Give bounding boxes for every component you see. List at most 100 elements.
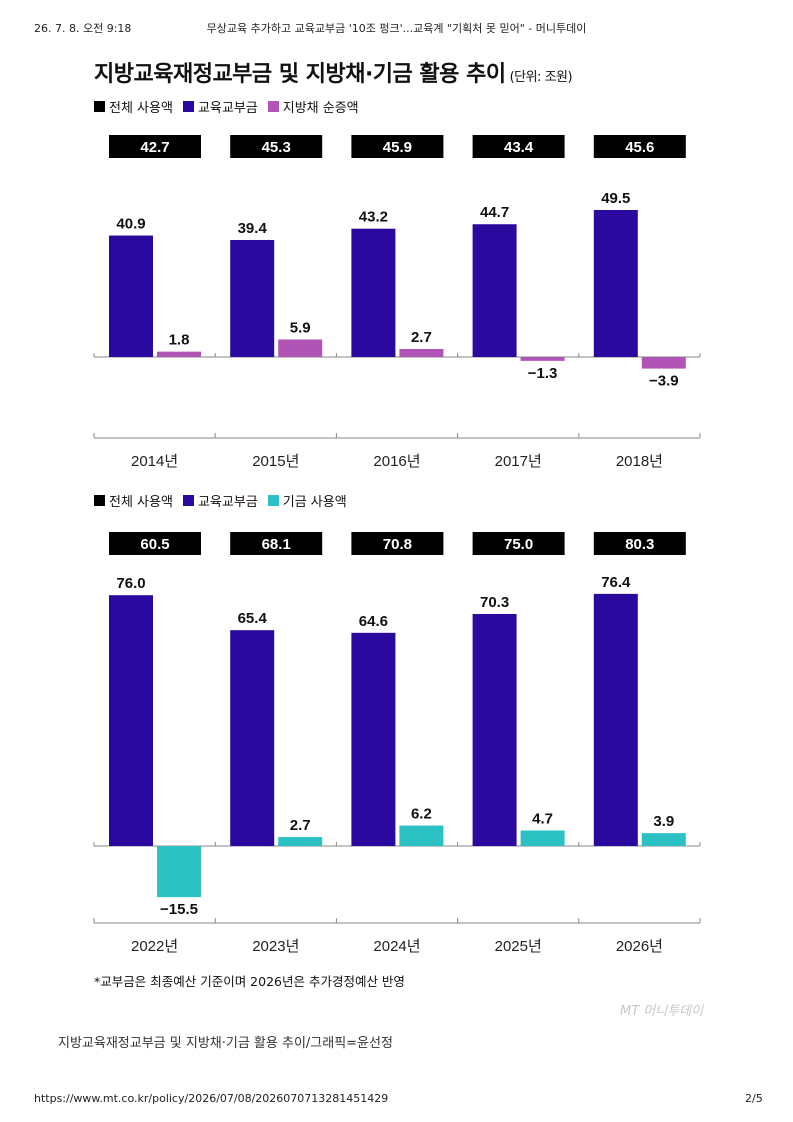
secondary-bar	[520, 830, 565, 846]
total-value-label: 75.0	[504, 536, 533, 553]
legend-item: 기금 사용액	[267, 491, 347, 510]
legend-swatch-grant	[182, 495, 194, 506]
grant-value-label: 40.9	[116, 216, 145, 233]
footer-url: https://www.mt.co.kr/policy/2026/07/08/2…	[34, 1092, 389, 1105]
legend-item: 지방채 순증액	[267, 97, 359, 116]
category-tick-label: 2016년	[373, 453, 420, 470]
grant-value-label: 76.0	[116, 575, 145, 592]
secondary-value-label: 1.8	[169, 332, 190, 349]
total-value-box	[230, 532, 323, 555]
footer-page-number: 2/5	[745, 1092, 763, 1105]
secondary-bar	[157, 351, 201, 357]
secondary-value-label: −1.3	[528, 365, 558, 382]
grant-value-label: 39.4	[238, 220, 268, 237]
grant-bar	[230, 239, 275, 357]
chart-title: 지방교육재정교부금 및 지방채·기금 활용 추이 (단위: 조원)	[94, 56, 573, 88]
legend-top: 전체 사용액 교육교부금 지방채 순증액	[94, 97, 359, 116]
category-tick-label: 2018년	[616, 453, 663, 470]
print-date: 26. 7. 8. 오전 9:18	[34, 22, 132, 35]
figure-caption: 지방교육재정교부금 및 지방채·기금 활용 추이/그래픽=윤선정	[58, 1036, 393, 1051]
legend-item: 전체 사용액	[94, 491, 173, 510]
legend-label: 교육교부금	[197, 101, 258, 116]
category-tick-label: 2022년	[131, 938, 178, 955]
grant-bar	[109, 235, 153, 357]
category-tick-label: 2023년	[252, 938, 299, 955]
total-value-label: 45.9	[383, 139, 412, 156]
legend-swatch-fund	[267, 495, 279, 506]
grant-bar	[230, 630, 275, 846]
category-tick-label: 2025년	[495, 938, 542, 955]
secondary-value-label: 2.7	[411, 329, 432, 346]
total-value-label: 45.6	[625, 139, 654, 156]
legend-bottom: 전체 사용액 교육교부금 기금 사용액	[94, 491, 347, 510]
watermark-logo: MT 머니투데이	[620, 1004, 704, 1019]
legend-label: 교육교부금	[197, 495, 258, 510]
secondary-value-label: −3.9	[649, 373, 679, 390]
category-tick-label: 2026년	[616, 938, 663, 955]
footnote: *교부금은 최종예산 기준이며 2026년은 추가경정예산 반영	[94, 974, 405, 989]
total-value-box	[472, 135, 565, 158]
secondary-bar	[157, 846, 201, 898]
print-page-title: 무상교육 추가하고 교육교부금 '10조 펑크'...교육계 "기획처 못 믿어…	[206, 22, 587, 35]
grant-value-label: 64.6	[359, 613, 388, 630]
grant-bar	[472, 224, 517, 357]
grant-bar	[593, 593, 638, 846]
total-value-label: 70.8	[383, 536, 412, 553]
category-tick-label: 2014년	[131, 453, 178, 470]
secondary-bar	[278, 837, 323, 846]
secondary-bar	[278, 339, 323, 357]
secondary-value-label: 5.9	[290, 319, 311, 336]
chart-top: 42.7 40.9 1.8 2014년 45.3 39.4 5.9 2015년 45.9 43.2…	[93, 135, 701, 470]
total-value-label: 42.7	[140, 139, 169, 156]
chart-title-text: 지방교육재정교부금 및 지방채·기금 활용 추이	[94, 62, 506, 87]
total-value-label: 60.5	[140, 536, 169, 553]
secondary-value-label: −15.5	[160, 901, 198, 918]
total-value-label: 43.4	[504, 139, 534, 156]
legend-item: 교육교부금	[182, 97, 258, 116]
grant-value-label: 76.4	[601, 574, 631, 591]
secondary-bar	[641, 357, 686, 369]
total-value-box	[109, 135, 201, 158]
chart-unit: (단위: 조원)	[509, 70, 573, 85]
total-value-box	[230, 135, 323, 158]
category-tick-label: 2017년	[495, 453, 542, 470]
grant-value-label: 70.3	[480, 594, 509, 611]
secondary-bar	[520, 357, 565, 361]
grant-value-label: 44.7	[480, 204, 509, 221]
grant-bar	[472, 614, 517, 846]
legend-item: 교육교부금	[182, 491, 258, 510]
legend-item: 전체 사용액	[94, 97, 173, 116]
legend-swatch-total	[94, 495, 105, 506]
total-value-label: 68.1	[262, 536, 291, 553]
category-tick-label: 2024년	[373, 938, 420, 955]
secondary-bar	[641, 833, 686, 846]
total-value-box	[351, 135, 444, 158]
grant-value-label: 43.2	[359, 209, 388, 226]
grant-value-label: 49.5	[601, 190, 630, 207]
secondary-value-label: 4.7	[532, 810, 553, 827]
secondary-value-label: 2.7	[290, 817, 311, 834]
legend-label: 기금 사용액	[282, 495, 347, 510]
secondary-value-label: 6.2	[411, 806, 432, 823]
secondary-bar	[399, 348, 444, 357]
total-value-label: 80.3	[625, 536, 654, 553]
legend-swatch-total	[94, 101, 105, 112]
grant-bar	[593, 209, 638, 357]
secondary-value-label: 3.9	[653, 813, 674, 830]
legend-swatch-grant	[182, 101, 194, 112]
total-value-box	[472, 532, 565, 555]
grant-bar	[351, 228, 396, 357]
total-value-label: 45.3	[262, 139, 291, 156]
legend-label: 전체 사용액	[109, 495, 173, 510]
chart-bottom: 60.5 76.0 −15.5 2022년 68.1 65.4 2.7 2023년 70.8 64…	[93, 532, 701, 955]
total-value-box	[593, 135, 686, 158]
total-value-box	[109, 532, 201, 555]
total-value-box	[593, 532, 686, 555]
grant-value-label: 65.4	[238, 610, 268, 627]
grant-bar	[351, 632, 396, 846]
legend-label: 전체 사용액	[109, 101, 173, 116]
total-value-box	[351, 532, 444, 555]
secondary-bar	[399, 825, 444, 846]
legend-label: 지방채 순증액	[282, 101, 359, 116]
legend-swatch-bond	[267, 101, 279, 112]
